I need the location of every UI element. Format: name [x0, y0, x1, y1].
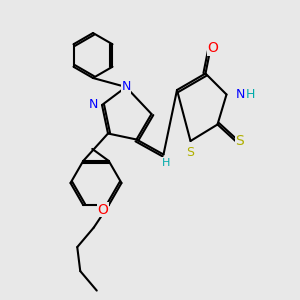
Text: H: H — [246, 88, 255, 101]
Text: O: O — [97, 202, 108, 217]
Text: S: S — [236, 134, 244, 148]
Text: S: S — [187, 146, 194, 158]
Text: O: O — [208, 41, 218, 55]
Text: H: H — [162, 158, 170, 168]
Text: N: N — [89, 98, 98, 112]
Text: N: N — [236, 88, 245, 101]
Text: N: N — [121, 80, 131, 94]
